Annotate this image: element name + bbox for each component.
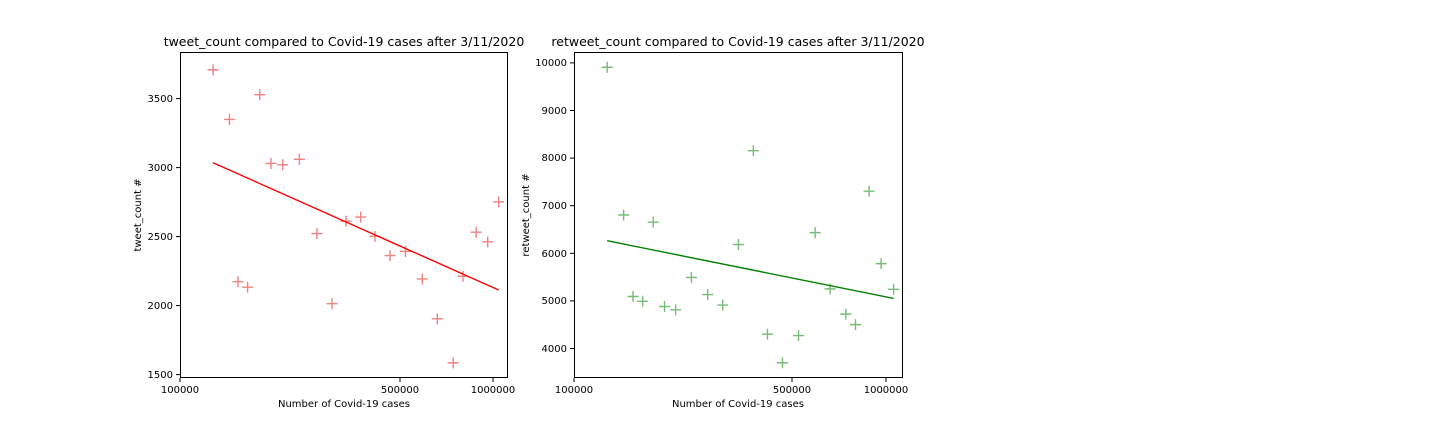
y-tick-label: 4000 — [542, 344, 567, 355]
data-point — [311, 228, 323, 240]
data-point — [242, 281, 254, 293]
y-tick-label: 5000 — [542, 296, 567, 307]
y-axis-label: retweet_count # — [521, 173, 532, 256]
y-axis-label: tweet_count # — [133, 178, 144, 251]
data-point — [761, 328, 773, 340]
data-point — [809, 227, 821, 239]
y-tick-label: 6000 — [542, 249, 567, 260]
data-point — [399, 245, 411, 257]
data-point — [232, 276, 244, 288]
chart-title: retweet_count compared to Covid-19 cases… — [551, 34, 924, 49]
plot-marks — [207, 64, 505, 369]
data-point — [265, 157, 277, 169]
data-point — [717, 299, 729, 311]
data-point — [702, 289, 714, 301]
data-point — [627, 291, 639, 302]
x-axis-label: Number of Covid-19 cases — [278, 399, 410, 410]
y-tick-label: 1500 — [148, 370, 173, 381]
data-point — [431, 313, 443, 325]
data-point — [888, 283, 900, 295]
plot-frame — [180, 52, 508, 378]
y-tick-label: 2000 — [148, 301, 173, 312]
data-point — [355, 211, 367, 223]
data-point — [670, 304, 682, 316]
y-tick-label: 7000 — [542, 201, 567, 212]
x-tick-label: 100000 — [161, 385, 199, 396]
x-ticks: 100000 500000 1000000 — [161, 378, 515, 396]
data-point — [747, 145, 759, 157]
retweet-count-chart: retweet_count compared to Covid-19 cases… — [521, 34, 925, 410]
y-tick-label: 3000 — [148, 163, 173, 174]
x-tick-label: 100000 — [555, 385, 593, 396]
y-ticks: 1500 2000 2500 3000 3500 — [148, 94, 180, 381]
data-point — [447, 357, 459, 369]
data-point — [618, 209, 630, 221]
trend-line — [212, 162, 499, 291]
x-ticks: 100000 500000 1000000 — [555, 378, 908, 396]
data-point — [416, 273, 428, 285]
x-tick-label: 1000000 — [471, 385, 516, 396]
data-point — [840, 308, 852, 320]
data-point — [850, 319, 862, 331]
data-point — [326, 298, 338, 310]
data-point — [659, 301, 671, 313]
data-point — [207, 64, 219, 76]
trend-line — [607, 240, 894, 300]
data-point — [601, 61, 613, 73]
x-tick-label: 1000000 — [864, 385, 909, 396]
x-axis-label: Number of Covid-19 cases — [672, 399, 804, 410]
data-point — [254, 89, 266, 101]
y-tick-label: 2500 — [148, 232, 173, 243]
plot-frame — [574, 52, 903, 378]
x-tick-label: 500000 — [773, 385, 811, 396]
data-point — [732, 239, 744, 251]
chart-title: tweet_count compared to Covid-19 cases a… — [164, 34, 525, 49]
data-point — [470, 226, 482, 238]
data-point — [293, 153, 305, 165]
data-point — [685, 271, 697, 283]
x-tick-label: 500000 — [381, 385, 419, 396]
data-point — [340, 215, 352, 227]
y-tick-label: 10000 — [535, 58, 567, 69]
data-point — [647, 216, 659, 228]
data-point — [277, 159, 289, 171]
plot-marks — [601, 61, 900, 369]
data-point — [637, 295, 649, 307]
y-tick-label: 3500 — [148, 94, 173, 105]
data-point — [493, 196, 505, 208]
y-tick-label: 9000 — [542, 106, 567, 117]
data-point — [875, 258, 887, 270]
data-point — [776, 357, 788, 369]
data-point — [384, 250, 396, 262]
y-ticks: 4000 5000 6000 7000 8000 9000 10000 — [535, 58, 574, 355]
data-point — [482, 236, 494, 248]
y-tick-label: 8000 — [542, 153, 567, 164]
tweet-count-chart: tweet_count compared to Covid-19 cases a… — [133, 34, 524, 410]
data-point — [223, 113, 235, 125]
data-point — [863, 185, 875, 197]
data-point — [793, 330, 805, 342]
